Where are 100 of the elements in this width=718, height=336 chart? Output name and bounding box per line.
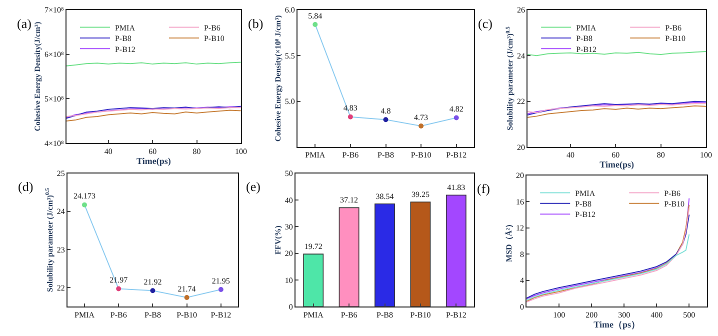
y-tick-label: 5×10⁸ — [44, 94, 64, 104]
data-label: 4.8 — [380, 106, 391, 116]
x-axis-title: Time(ps) — [136, 156, 171, 166]
point — [184, 295, 190, 300]
data-label: 41.83 — [447, 183, 466, 192]
x-tick-label: 100 — [700, 150, 712, 160]
data-label: 38.54 — [376, 192, 394, 201]
text: (e) — [246, 179, 260, 194]
x-tick-label: P-B12 — [210, 310, 232, 320]
y-tick-label: 10 — [284, 276, 293, 285]
y-tick-label: 25 — [56, 169, 65, 178]
data-label: 5.84 — [308, 11, 322, 20]
bar — [303, 254, 324, 307]
text: (d) — [18, 179, 34, 194]
x-tick-label: P-B6 — [110, 310, 127, 320]
legend-label: P-B8 — [114, 34, 132, 44]
x-tick-label: 80 — [192, 146, 201, 156]
y-tick-label: 4 — [520, 276, 524, 286]
x-tick-label: 40 — [566, 150, 574, 160]
y-tick-label: 50 — [284, 169, 293, 178]
legend-label: P-B6 — [664, 188, 681, 198]
x-tick-label: 200 — [586, 310, 598, 320]
x-tick-label: P-B10 — [176, 310, 198, 320]
text: (b) — [248, 16, 264, 31]
legend-label: PMIA — [114, 23, 136, 32]
legend-label: P-B10 — [204, 34, 224, 44]
y-axis-title: Cohesive Energy Density(J/cm³) — [33, 21, 42, 132]
x-tick-label: P-B8 — [378, 150, 394, 160]
point — [383, 117, 388, 122]
y-axis-title: Cohesive Energy Density(×10⁸ J/cm³) — [274, 14, 283, 142]
x-tick-label: PMIA — [305, 150, 326, 160]
point — [218, 287, 224, 292]
text: (f) — [477, 181, 490, 196]
x-tick-label: P-B6 — [342, 150, 359, 160]
point — [82, 202, 87, 208]
data-label: 24.173 — [73, 192, 96, 201]
data-label: 21.97 — [110, 276, 128, 285]
x-tick-label: 60 — [612, 150, 620, 160]
legend-label: PMIA — [575, 188, 596, 198]
line-series — [66, 110, 241, 122]
point — [348, 114, 353, 120]
x-tick-label: P-B10 — [410, 150, 432, 160]
x-tick-label: 100 — [234, 146, 247, 156]
legend-label: P-B8 — [576, 34, 593, 44]
y-tick-label: 5.5 — [284, 51, 295, 60]
x-tick-label: P-B8 — [376, 310, 393, 320]
y-tick-label: 23 — [56, 245, 65, 254]
text: (c) — [478, 16, 492, 31]
legend-label: P-B12 — [576, 44, 597, 54]
line-series — [526, 234, 690, 301]
data-label: 4.82 — [449, 104, 464, 114]
legend-label: PMIA — [576, 23, 596, 32]
legend-label: P-B12 — [114, 44, 136, 54]
x-tick-label: 100 — [553, 310, 566, 320]
y-tick-label: 7×10⁸ — [44, 6, 64, 15]
y-tick-label: 12 — [516, 224, 524, 233]
text: (a) — [17, 16, 32, 31]
y-axis-title: FFV(%) — [274, 225, 283, 254]
bar — [410, 202, 431, 307]
x-tick-label: 500 — [683, 310, 696, 320]
y-axis-title: MSD（Å²） — [504, 220, 514, 262]
y-tick-label: 6×10⁸ — [44, 50, 64, 60]
y-tick-label: 20 — [284, 249, 293, 258]
x-axis-title: Time（ps） — [594, 319, 640, 330]
x-tick-label: 300 — [618, 310, 630, 320]
data-label: 37.12 — [340, 196, 358, 205]
y-tick-label: 24 — [56, 207, 65, 216]
point — [454, 115, 459, 120]
x-tick-label: P-B12 — [446, 150, 467, 160]
data-label: 21.95 — [212, 276, 230, 286]
data-label: 4.83 — [343, 104, 358, 113]
legend-label: P-B10 — [665, 34, 686, 44]
point — [150, 288, 156, 294]
data-label: 21.74 — [178, 284, 196, 294]
bar — [446, 194, 466, 307]
bar — [374, 204, 395, 307]
x-tick-label: 400 — [650, 310, 663, 320]
x-tick-label: 60 — [148, 146, 157, 156]
y-tick-label: 16 — [516, 197, 524, 206]
x-tick-label: PMIA — [303, 310, 324, 320]
y-tick-label: 40 — [284, 196, 293, 205]
bar — [338, 207, 360, 307]
line-series — [528, 105, 706, 118]
y-tick-label: 0 — [288, 302, 293, 312]
legend-label: P-B10 — [664, 200, 685, 209]
x-tick-label: P-B10 — [410, 310, 431, 320]
legend-label: P-B6 — [665, 23, 682, 32]
point — [116, 286, 122, 292]
data-label: 39.25 — [411, 190, 430, 200]
point — [312, 22, 318, 27]
x-tick-label: 40 — [104, 146, 112, 156]
y-tick-label: 20 — [516, 171, 524, 180]
y-tick-label: 22 — [56, 283, 65, 292]
point — [418, 124, 424, 129]
y-tick-label: 22 — [516, 97, 525, 106]
y-tick-label: 20 — [516, 142, 525, 152]
x-axis-title: Time(ps) — [600, 160, 634, 170]
legend-label: P-B12 — [575, 210, 596, 220]
x-tick-label: P-B8 — [144, 310, 161, 320]
y-tick-label: 0 — [520, 302, 524, 312]
